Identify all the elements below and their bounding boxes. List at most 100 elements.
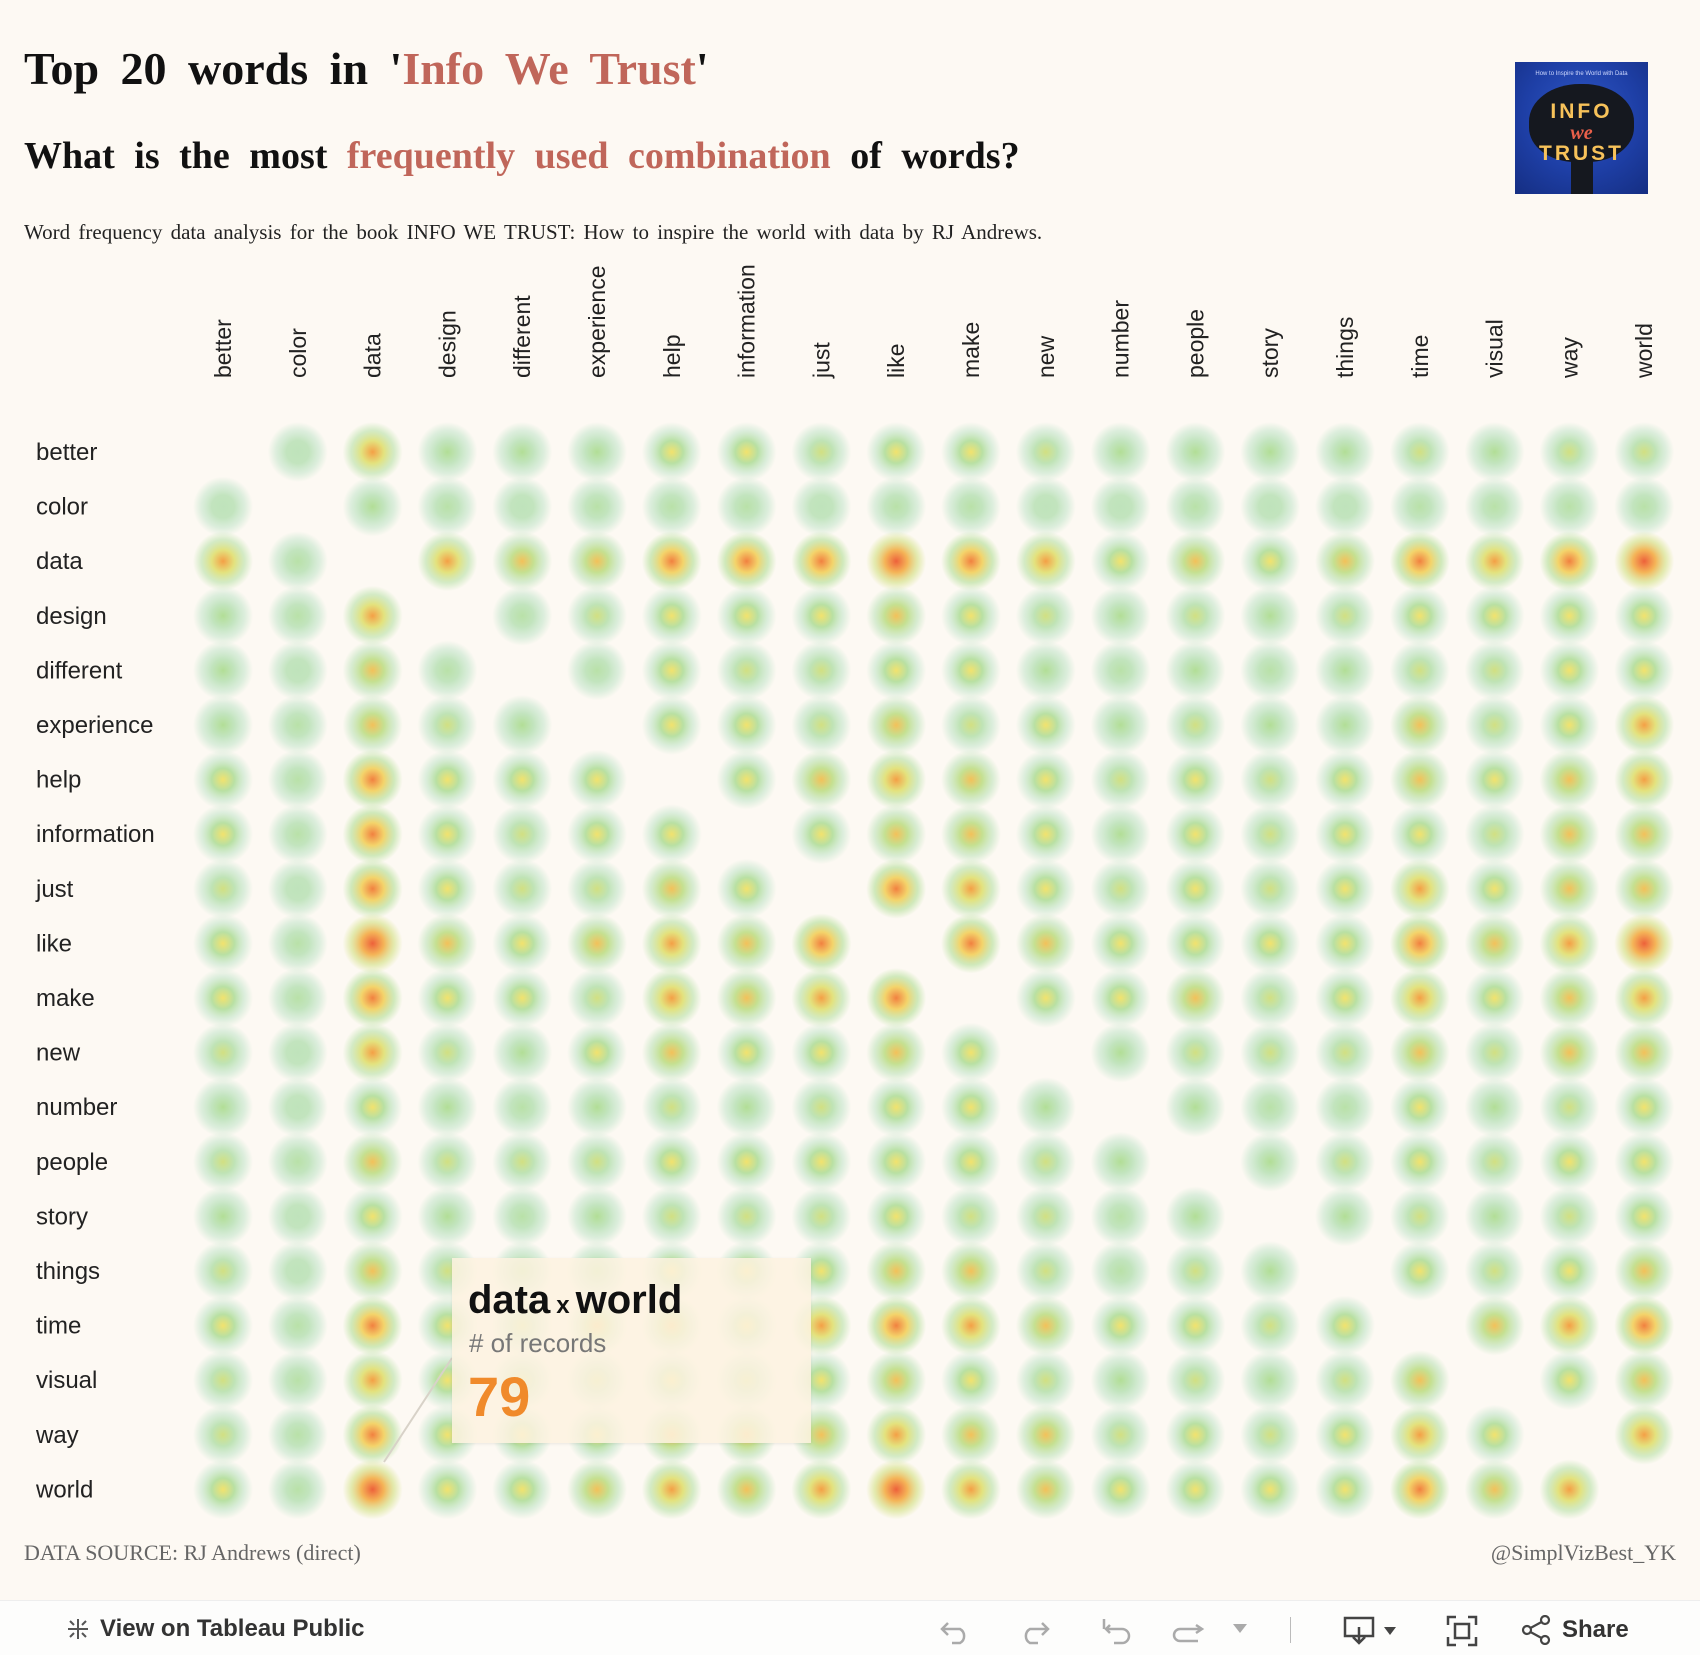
cell-things-better[interactable] bbox=[193, 1241, 253, 1301]
share-button[interactable]: Share bbox=[1520, 1615, 1629, 1645]
cell-story-information[interactable] bbox=[716, 1186, 777, 1247]
cell-world-number[interactable] bbox=[1090, 1459, 1151, 1520]
cell-visual-story[interactable] bbox=[1240, 1350, 1301, 1411]
cell-like-things[interactable] bbox=[1315, 913, 1375, 974]
cell-things-people[interactable] bbox=[1165, 1241, 1226, 1301]
cell-different-color[interactable] bbox=[267, 640, 328, 701]
cell-number-information[interactable] bbox=[716, 1077, 777, 1138]
cell-information-world[interactable] bbox=[1614, 804, 1675, 865]
cell-design-time[interactable] bbox=[1389, 585, 1450, 646]
cell-different-help[interactable] bbox=[641, 640, 702, 701]
view-on-tableau-link[interactable]: View on Tableau Public bbox=[64, 1615, 365, 1643]
cell-world-color[interactable] bbox=[267, 1459, 328, 1520]
cell-information-way[interactable] bbox=[1539, 804, 1600, 865]
cell-different-time[interactable] bbox=[1389, 640, 1450, 701]
cell-number-color[interactable] bbox=[267, 1077, 328, 1138]
cell-design-like[interactable] bbox=[866, 585, 927, 646]
cell-better-visual[interactable] bbox=[1464, 422, 1525, 482]
cell-new-better[interactable] bbox=[193, 1022, 253, 1083]
cell-number-design[interactable] bbox=[417, 1077, 478, 1138]
cell-help-different[interactable] bbox=[492, 749, 553, 810]
cell-make-visual[interactable] bbox=[1464, 968, 1525, 1028]
cell-like-design[interactable] bbox=[417, 913, 478, 974]
cell-new-different[interactable] bbox=[492, 1022, 553, 1083]
cell-world-people[interactable] bbox=[1165, 1459, 1226, 1520]
cell-make-way[interactable] bbox=[1539, 968, 1600, 1028]
cell-story-different[interactable] bbox=[492, 1186, 553, 1247]
cell-information-color[interactable] bbox=[267, 804, 328, 865]
cell-things-make[interactable] bbox=[941, 1241, 1001, 1301]
cell-people-make[interactable] bbox=[941, 1131, 1001, 1192]
cell-help-experience[interactable] bbox=[567, 749, 627, 810]
redo-icon[interactable] bbox=[1018, 1615, 1052, 1645]
cell-just-time[interactable] bbox=[1389, 858, 1450, 919]
cell-number-world[interactable] bbox=[1614, 1077, 1675, 1138]
cell-color-way[interactable] bbox=[1539, 476, 1600, 537]
cell-information-people[interactable] bbox=[1165, 804, 1226, 865]
cell-make-help[interactable] bbox=[641, 968, 702, 1028]
cell-color-make[interactable] bbox=[941, 476, 1001, 537]
word-matrix-chart[interactable]: better color data design different experience… bbox=[0, 0, 1700, 1540]
cell-information-experience[interactable] bbox=[567, 804, 627, 865]
cell-better-data[interactable] bbox=[342, 422, 403, 482]
cell-visual-things[interactable] bbox=[1315, 1350, 1375, 1411]
cell-make-things[interactable] bbox=[1315, 968, 1375, 1028]
cell-data-things[interactable] bbox=[1315, 531, 1375, 592]
cell-help-make[interactable] bbox=[941, 749, 1001, 810]
cell-make-data[interactable] bbox=[342, 968, 403, 1028]
cell-different-experience[interactable] bbox=[567, 640, 627, 701]
cell-people-experience[interactable] bbox=[567, 1131, 627, 1192]
cell-time-better[interactable] bbox=[193, 1295, 253, 1356]
cell-design-story[interactable] bbox=[1240, 585, 1301, 646]
cell-visual-new[interactable] bbox=[1015, 1350, 1076, 1411]
cell-way-new[interactable] bbox=[1015, 1404, 1076, 1465]
cell-make-design[interactable] bbox=[417, 968, 478, 1028]
cell-way-time[interactable] bbox=[1389, 1404, 1450, 1465]
cell-number-experience[interactable] bbox=[567, 1077, 627, 1138]
cell-design-just[interactable] bbox=[791, 585, 852, 646]
cell-different-data[interactable] bbox=[342, 640, 403, 701]
cell-color-story[interactable] bbox=[1240, 476, 1301, 537]
cell-make-number[interactable] bbox=[1090, 968, 1151, 1028]
cell-number-data[interactable] bbox=[342, 1077, 403, 1138]
cell-people-time[interactable] bbox=[1389, 1131, 1450, 1192]
cell-better-time[interactable] bbox=[1389, 422, 1450, 482]
cell-color-time[interactable] bbox=[1389, 476, 1450, 537]
cell-new-experience[interactable] bbox=[567, 1022, 627, 1083]
cell-story-just[interactable] bbox=[791, 1186, 852, 1247]
cell-just-better[interactable] bbox=[193, 858, 253, 919]
cell-new-data[interactable] bbox=[342, 1022, 403, 1083]
cell-world-information[interactable] bbox=[716, 1459, 777, 1520]
cell-design-information[interactable] bbox=[716, 585, 777, 646]
cell-new-story[interactable] bbox=[1240, 1022, 1301, 1083]
cell-visual-color[interactable] bbox=[267, 1350, 328, 1411]
cell-experience-way[interactable] bbox=[1539, 695, 1600, 755]
cell-make-information[interactable] bbox=[716, 968, 777, 1028]
cell-people-things[interactable] bbox=[1315, 1131, 1375, 1192]
cell-story-number[interactable] bbox=[1090, 1186, 1151, 1247]
cell-design-different[interactable] bbox=[492, 585, 553, 646]
cell-new-just[interactable] bbox=[791, 1022, 852, 1083]
cell-number-help[interactable] bbox=[641, 1077, 702, 1138]
cell-data-time[interactable] bbox=[1389, 531, 1450, 592]
cell-number-way[interactable] bbox=[1539, 1077, 1600, 1138]
cell-like-just[interactable] bbox=[791, 913, 852, 974]
cell-world-data[interactable] bbox=[342, 1459, 403, 1520]
cell-color-like[interactable] bbox=[866, 476, 927, 537]
cell-things-new[interactable] bbox=[1015, 1241, 1076, 1301]
cell-people-better[interactable] bbox=[193, 1131, 253, 1192]
cell-design-visual[interactable] bbox=[1464, 585, 1525, 646]
cell-better-just[interactable] bbox=[791, 422, 852, 482]
cell-data-information[interactable] bbox=[716, 531, 777, 592]
cell-number-like[interactable] bbox=[866, 1077, 927, 1138]
cell-design-data[interactable] bbox=[342, 585, 403, 646]
cell-story-data[interactable] bbox=[342, 1186, 403, 1247]
cell-time-data[interactable] bbox=[342, 1295, 403, 1356]
cell-information-story[interactable] bbox=[1240, 804, 1301, 865]
cell-information-like[interactable] bbox=[866, 804, 927, 865]
cell-better-help[interactable] bbox=[641, 422, 702, 482]
cell-better-like[interactable] bbox=[866, 422, 927, 482]
cell-color-help[interactable] bbox=[641, 476, 702, 537]
cell-experience-story[interactable] bbox=[1240, 695, 1301, 755]
cell-time-number[interactable] bbox=[1090, 1295, 1151, 1356]
